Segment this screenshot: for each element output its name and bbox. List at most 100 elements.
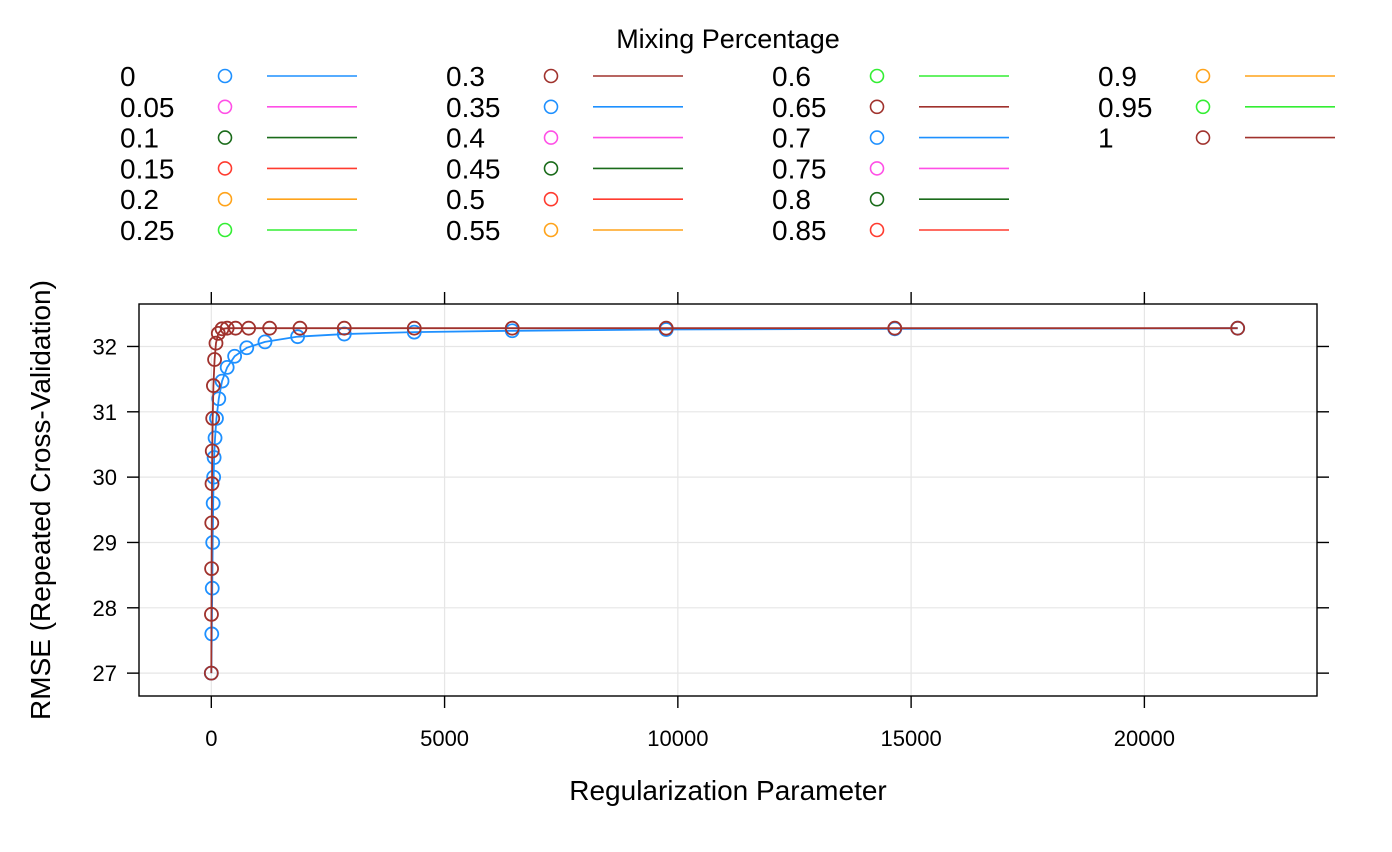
y-axis-label: RMSE (Repeated Cross-Validation) [25,280,56,720]
legend-entry-marker [1195,68,1211,84]
data-point [206,469,222,485]
legend-entry-label: 0.05 [120,92,175,123]
legend-entry-label: 0.9 [1098,61,1137,92]
legend-entry: 1 [1098,123,1335,154]
y-tick-label: 27 [93,661,117,686]
legend-entry-marker [1195,99,1211,115]
x-tick-label: 0 [205,726,217,751]
legend-entry: 0.7 [772,123,1009,154]
legend-entry-marker [217,68,233,84]
legend-entry-label: 1 [1098,123,1114,154]
legend-entry-marker [543,130,559,145]
data-point [257,334,273,350]
legend: 00.050.10.150.20.25 0.30.350.40.450.50.55… [120,61,1335,246]
legend-entry: 0.2 [120,184,357,215]
legend-entry: 0.1 [120,123,357,154]
data-point [205,410,221,426]
data-point [204,515,220,531]
data-point [204,606,219,622]
legend-entry-label: 0.25 [120,215,175,246]
legend-entry: 0.3 [446,61,683,92]
legend-entry-label: 0.95 [1098,92,1153,123]
legend-entry-label: 0.45 [446,153,501,184]
x-tick-label: 15000 [881,726,942,751]
data-point [336,320,352,336]
legend-entry-label: 0.85 [772,215,827,246]
grid [139,304,1317,696]
y-tick-label: 28 [93,596,117,621]
legend-entry: 0.45 [446,153,683,184]
legend-entry-marker [543,99,559,115]
data-point [204,443,220,459]
data-point [204,561,219,576]
data-point [204,476,220,492]
data-point [205,535,221,550]
x-axis-label: Regularization Parameter [569,775,887,806]
legend-entry-marker [869,130,885,145]
legend-entry-marker [217,222,233,238]
legend-entry: 0.5 [446,184,683,215]
data-point [292,320,308,336]
data-point [262,320,278,336]
legend-entry-marker [869,161,885,176]
data-point [290,329,306,345]
series [203,320,1246,681]
data-point [1230,320,1246,336]
legend-entry: 0.25 [120,215,357,246]
legend-entry-marker [869,222,885,238]
data-point [207,352,222,367]
legend-entry: 0.6 [772,61,1009,92]
legend-entry-label: 0.35 [446,92,501,123]
legend-entry-label: 0.8 [772,184,811,215]
legend-entry-label: 0.4 [446,123,485,154]
legend-title: Mixing Percentage [616,24,840,54]
data-point [208,335,224,351]
x-tick-label: 20000 [1114,726,1175,751]
legend-entry-label: 0 [120,61,136,92]
series-line [210,327,1238,674]
legend-entry: 0.65 [772,92,1009,123]
legend-entry-marker [869,99,885,115]
data-point [206,378,221,394]
legend-entry: 0.8 [772,184,1009,215]
data-point [227,348,243,364]
legend-entry-label: 0.15 [120,153,175,184]
legend-entry: 0.85 [772,215,1009,246]
legend-entry-label: 0.5 [446,184,485,215]
y-tick-label: 30 [93,465,117,490]
legend-entry-label: 0.75 [772,153,827,184]
plot-data [203,320,1246,681]
data-point [658,320,674,336]
data-point [205,495,221,511]
data-point [219,320,235,336]
legend-entry-label: 0.55 [446,215,501,246]
x-tick-label: 5000 [420,726,469,751]
legend-entry-label: 0.65 [772,92,827,123]
legend-entry-marker [217,161,233,176]
data-point [214,373,230,389]
legend-entry-marker [869,191,885,207]
data-point [406,320,422,336]
data-point [239,340,255,356]
legend-entry-marker [217,191,233,207]
y-tick-label: 32 [93,334,117,359]
data-point [504,320,520,336]
legend-entry-marker [543,222,559,238]
data-point [219,359,235,375]
data-point [209,410,224,426]
data-point [203,665,219,681]
legend-entry: 0.95 [1098,92,1335,123]
y-tick-label: 31 [93,400,117,425]
series-line [210,327,1238,674]
legend-entry-label: 0.7 [772,123,811,154]
legend-entry: 0.55 [446,215,683,246]
legend-entry: 0.4 [446,123,683,154]
data-point [406,324,422,340]
legend-entry-label: 0.2 [120,184,159,215]
x-tick-label: 10000 [647,726,708,751]
legend-entry: 0.15 [120,153,357,184]
legend-entry: 0.35 [446,92,683,123]
plot-frame [138,303,1318,697]
legend-entry-label: 0.6 [772,61,811,92]
